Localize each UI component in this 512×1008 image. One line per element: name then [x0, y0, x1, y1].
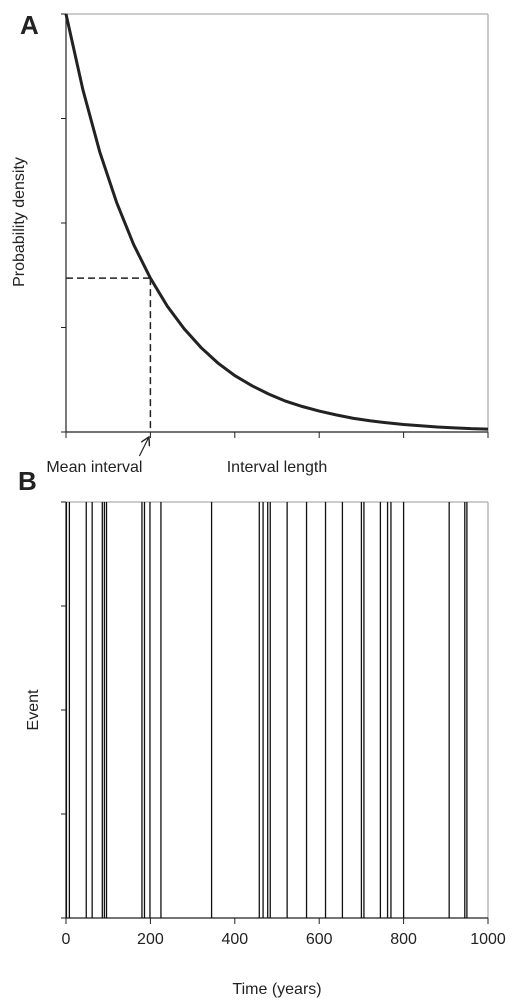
- density-curve: [64, 13, 489, 431]
- x-tick-label: 200: [137, 931, 164, 948]
- annotation-text: Mean interval: [46, 459, 142, 476]
- panel-label: B: [18, 466, 37, 496]
- x-tick-label: 600: [306, 931, 333, 948]
- annotation-arrow: [138, 438, 148, 457]
- x-tick-label: 0: [62, 931, 71, 948]
- y-axis-label: Probability density: [11, 157, 28, 287]
- x-axis-label: Time (years): [232, 981, 321, 998]
- x-tick-label: 400: [221, 931, 248, 948]
- y-axis-label: Event: [25, 689, 42, 730]
- x-tick-label: 800: [390, 931, 417, 948]
- x-axis-label: Interval length: [227, 459, 328, 476]
- x-tick-label: 1000: [470, 931, 506, 948]
- panel-label: A: [20, 10, 39, 40]
